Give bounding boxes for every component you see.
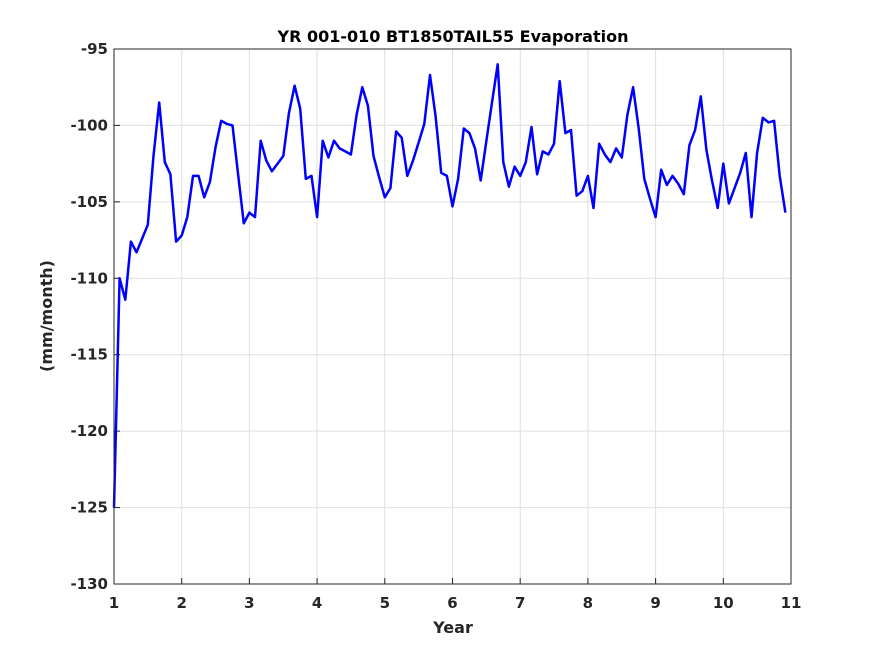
y-tick-label: -130 (70, 575, 108, 593)
x-tick-label: 5 (380, 594, 390, 612)
x-tick-label: 2 (176, 594, 186, 612)
series-line (112, 63, 787, 508)
y-tick-label: -110 (70, 269, 108, 287)
y-tick-label: -115 (70, 346, 108, 364)
x-tick-label: 1 (109, 594, 119, 612)
x-tick-labels: 1 2 3 4 5 6 7 8 9 10 11 (109, 594, 802, 612)
y-tick-label: -105 (70, 193, 108, 211)
x-tick-label: 10 (713, 594, 734, 612)
y-tick-label: -120 (70, 422, 108, 440)
y-tick-label: -95 (81, 40, 108, 58)
chart-title: YR 001-010 BT1850TAIL55 Evaporation (277, 27, 629, 46)
x-tick-label: 8 (583, 594, 593, 612)
x-tick-label: 9 (650, 594, 660, 612)
x-tick-label: 6 (447, 594, 457, 612)
y-tick-label: -125 (70, 499, 108, 517)
x-tick-label: 3 (244, 594, 254, 612)
plot-frame (113, 48, 792, 585)
y-tick-label: -100 (70, 116, 108, 134)
grid-lines (113, 48, 792, 585)
x-tick-label: 4 (312, 594, 322, 612)
y-tick-labels: -130 -125 -120 -115 -110 -105 -100 -95 (70, 40, 108, 593)
x-tick-label: 7 (515, 594, 525, 612)
x-tick-label: 11 (781, 594, 802, 612)
x-axis-label: Year (432, 618, 473, 637)
y-axis-label: (mm/month) (37, 260, 56, 372)
